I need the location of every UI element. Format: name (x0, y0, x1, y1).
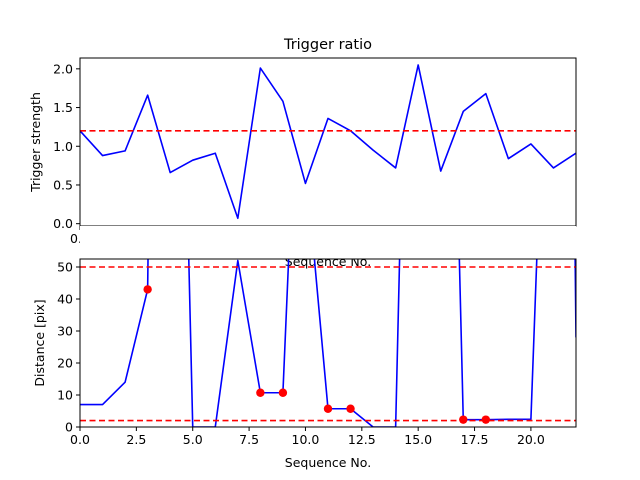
data-point-marker (346, 404, 355, 413)
y-tick-label: 2.0 (53, 61, 73, 76)
y-tick-label: 1.5 (53, 100, 73, 115)
y-tick-label: 20 (57, 356, 73, 371)
x-tick-label: 10.0 (292, 432, 320, 447)
data-point-marker (256, 388, 265, 397)
data-point-marker (323, 404, 333, 413)
x-tick-label: 20.0 (517, 432, 545, 447)
x-tick-label: 17.5 (461, 432, 489, 447)
y-tick-label: 10 (57, 388, 73, 403)
y-tick-label: 0.0 (53, 216, 73, 231)
x-tick-label: 15.0 (404, 432, 432, 447)
bottom-chart-frame (79, 258, 577, 428)
y-tick-label: 40 (57, 292, 73, 307)
y-tick-label: 30 (57, 324, 73, 339)
y-tick-label: 50 (57, 260, 73, 275)
x-tick-label: 0.0 (70, 432, 90, 447)
x-tick-label: 2.5 (126, 432, 146, 447)
x-tick-label: 5.0 (183, 432, 203, 447)
x-tick-label: 7.5 (239, 432, 259, 447)
top-chart-title: Trigger ratio (283, 37, 372, 53)
y-tick-label: 0.5 (53, 177, 73, 192)
x-tick-label: 12.5 (348, 432, 376, 447)
data-point-marker (459, 415, 468, 424)
bottom-chart-ylabel: Distance [pix] (32, 299, 47, 386)
y-tick-label: 1.0 (53, 139, 73, 154)
y-tick-label: 0 (65, 420, 73, 435)
series-line (80, 259, 576, 427)
series-line (80, 64, 576, 220)
bottom-chart-xlabel: Sequence No. (285, 455, 371, 470)
data-point-marker (143, 285, 152, 294)
bottom-chart: 0.0 2.5 5.0 7.5 10.0 12.5 15.0 17.5 20.0 0 10 20 30 4… (32, 226, 577, 470)
data-point-marker (278, 388, 288, 397)
data-point-marker (481, 415, 491, 424)
top-chart-ylabel: Trigger strength (28, 92, 43, 193)
